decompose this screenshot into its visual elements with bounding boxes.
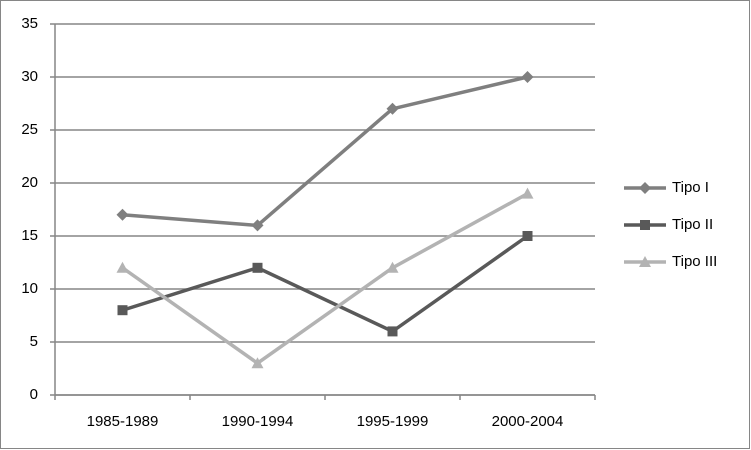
y-tick-label: 0 [30,386,38,403]
x-tick-label: 1990-1994 [222,413,294,430]
y-tick-label: 5 [30,333,38,350]
data-point [522,231,533,241]
y-tick-label: 25 [21,121,38,138]
y-tick-label: 15 [21,227,38,244]
legend-label: Tipo I [672,179,709,196]
y-tick-label: 35 [21,15,38,32]
data-point [116,261,129,273]
y-tick-label: 10 [21,280,38,297]
legend-marker [639,182,651,194]
data-point [387,326,398,337]
x-tick-label: 1985-1989 [87,413,159,430]
data-point [117,305,128,316]
legend-marker [639,256,651,267]
data-point [521,187,534,199]
data-point [251,357,264,369]
data-point [386,261,399,273]
series-line [122,75,528,228]
data-point [251,219,264,232]
data-point [521,71,534,83]
series-line [121,192,529,366]
y-tick-label: 20 [21,174,38,191]
x-tick-label: 2000-2004 [492,413,564,430]
data-point [252,262,263,273]
legend-label: Tipo III [672,253,717,270]
legend-label: Tipo II [672,216,713,233]
x-tick-label: 1995-1999 [357,413,429,430]
data-point [386,102,399,115]
y-tick-label: 30 [21,68,38,85]
legend-marker [640,220,650,230]
series-line [121,234,529,334]
data-point [116,208,129,221]
